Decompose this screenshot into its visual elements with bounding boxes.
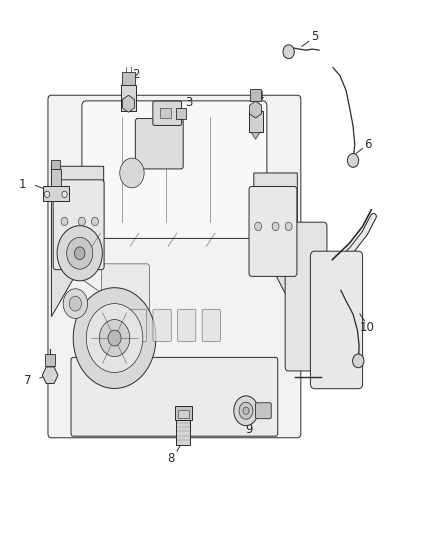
Circle shape <box>74 247 85 260</box>
FancyBboxPatch shape <box>311 251 363 389</box>
Circle shape <box>347 154 359 167</box>
Circle shape <box>63 289 88 318</box>
Text: 7: 7 <box>24 374 31 387</box>
Bar <box>51 160 60 169</box>
Bar <box>122 72 134 85</box>
Bar <box>160 109 171 118</box>
Bar <box>120 85 136 111</box>
FancyBboxPatch shape <box>71 358 278 436</box>
Circle shape <box>73 288 156 389</box>
Circle shape <box>99 319 130 357</box>
Text: 2: 2 <box>133 68 140 81</box>
FancyBboxPatch shape <box>104 309 122 342</box>
Circle shape <box>120 158 144 188</box>
FancyBboxPatch shape <box>255 403 271 419</box>
Bar <box>50 169 61 187</box>
Text: 5: 5 <box>311 30 318 43</box>
FancyBboxPatch shape <box>153 309 171 342</box>
Bar <box>45 354 55 366</box>
Text: 10: 10 <box>360 321 374 334</box>
Circle shape <box>69 296 81 311</box>
FancyBboxPatch shape <box>82 101 267 238</box>
Text: 9: 9 <box>246 423 253 437</box>
Bar <box>249 111 262 132</box>
Bar <box>250 90 261 101</box>
FancyBboxPatch shape <box>48 95 301 438</box>
Circle shape <box>57 225 102 281</box>
Bar <box>178 410 188 418</box>
FancyBboxPatch shape <box>249 187 297 277</box>
Polygon shape <box>123 95 134 112</box>
FancyBboxPatch shape <box>153 101 182 125</box>
FancyBboxPatch shape <box>102 264 149 362</box>
Polygon shape <box>254 173 297 317</box>
Text: 3: 3 <box>185 95 192 109</box>
Circle shape <box>353 354 364 368</box>
Bar <box>177 109 186 119</box>
Circle shape <box>62 191 67 198</box>
Circle shape <box>254 222 261 231</box>
Circle shape <box>61 217 68 225</box>
Circle shape <box>239 402 253 419</box>
FancyBboxPatch shape <box>177 309 196 342</box>
Bar <box>175 407 192 419</box>
Circle shape <box>243 407 249 415</box>
Text: 6: 6 <box>364 138 371 151</box>
Circle shape <box>283 45 294 59</box>
Polygon shape <box>51 166 104 317</box>
FancyBboxPatch shape <box>202 309 220 342</box>
Polygon shape <box>250 101 261 118</box>
Circle shape <box>285 222 292 231</box>
Polygon shape <box>42 367 58 383</box>
Circle shape <box>67 237 93 269</box>
Circle shape <box>234 396 258 425</box>
Bar <box>177 419 190 445</box>
Text: 8: 8 <box>167 452 175 465</box>
Circle shape <box>45 191 49 198</box>
Text: 4: 4 <box>257 90 264 103</box>
FancyBboxPatch shape <box>285 222 327 371</box>
FancyBboxPatch shape <box>135 118 183 169</box>
Polygon shape <box>251 132 260 139</box>
Circle shape <box>92 217 99 225</box>
Bar <box>43 187 69 201</box>
Circle shape <box>272 222 279 231</box>
Circle shape <box>108 330 121 346</box>
Circle shape <box>86 304 143 373</box>
Circle shape <box>78 217 85 225</box>
Text: 1: 1 <box>18 178 26 191</box>
FancyBboxPatch shape <box>128 309 147 342</box>
FancyBboxPatch shape <box>53 180 104 270</box>
